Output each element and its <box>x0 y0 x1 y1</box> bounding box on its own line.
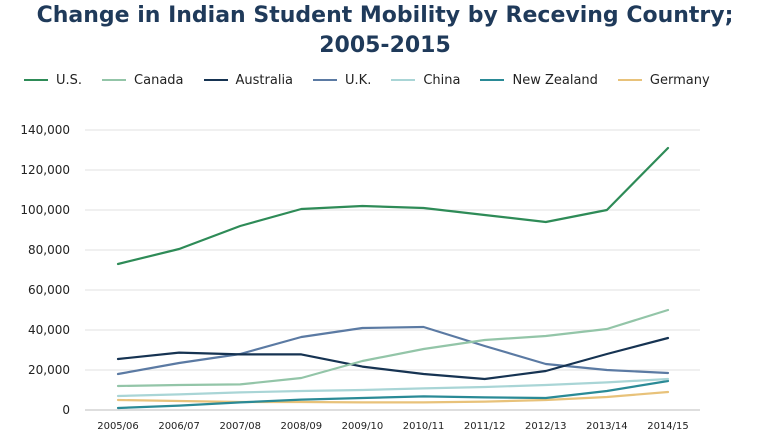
x-tick-label: 2005/06 <box>97 421 139 432</box>
x-tick-label: 2010/11 <box>403 421 445 432</box>
y-tick-label: 0 <box>62 403 70 417</box>
y-tick-label: 140,000 <box>20 123 70 137</box>
legend-swatch <box>313 79 338 81</box>
x-tick-label: 2011/12 <box>464 421 506 432</box>
x-tick-label: 2012/13 <box>525 421 567 432</box>
series-line-new-zealand <box>116 379 670 410</box>
legend-swatch <box>391 79 416 81</box>
x-tick-label: 2013/14 <box>586 421 628 432</box>
legend-item: Australia <box>203 72 294 88</box>
y-tick-label: 120,000 <box>20 163 70 177</box>
legend-label: U.K. <box>345 72 372 88</box>
series-line-canada <box>116 308 670 388</box>
y-tick-label: 60,000 <box>28 283 70 297</box>
legend-item: Canada <box>102 72 184 88</box>
legend-swatch <box>203 79 228 81</box>
series-line-u-k <box>116 325 670 376</box>
legend-item: China <box>391 73 460 88</box>
x-tick-label: 2014/15 <box>647 421 689 432</box>
y-tick-label: 40,000 <box>28 323 70 337</box>
series-line-u-s <box>116 146 670 266</box>
legend-swatch <box>24 79 48 81</box>
chart-title-line-1: Change in Indian Student Mobility by Rec… <box>36 3 734 28</box>
y-tick-label: 100,000 <box>20 203 70 217</box>
legend-label: China <box>423 72 461 88</box>
legend-label: Australia <box>235 72 294 88</box>
x-tick-label: 2007/08 <box>219 421 261 432</box>
y-tick-label: 80,000 <box>28 243 70 257</box>
series-line-germany <box>116 390 670 404</box>
legend-swatch <box>617 79 642 81</box>
legend-item: U.S. <box>24 73 82 88</box>
chart-title-line-2: 2005-2015 <box>319 33 451 58</box>
legend-label: Canada <box>134 72 184 88</box>
legend: U.S. Canada Australia U.K. China New Zealand G… <box>24 70 710 90</box>
x-tick-label: 2006/07 <box>158 421 200 432</box>
x-tick-label: 2008/09 <box>281 421 323 432</box>
legend-label: New Zealand <box>512 72 598 88</box>
x-tick-label: 2009/10 <box>342 421 384 432</box>
y-tick-label: 20,000 <box>28 363 70 377</box>
legend-swatch <box>102 79 127 81</box>
legend-item: Germany <box>617 72 710 88</box>
series-line-china <box>116 377 670 398</box>
legend-item: New Zealand <box>480 72 598 88</box>
legend-label: U.S. <box>56 72 83 88</box>
legend-label: Germany <box>649 72 710 88</box>
legend-swatch <box>480 79 505 81</box>
series-line-australia <box>116 336 670 381</box>
legend-item: U.K. <box>313 73 371 88</box>
